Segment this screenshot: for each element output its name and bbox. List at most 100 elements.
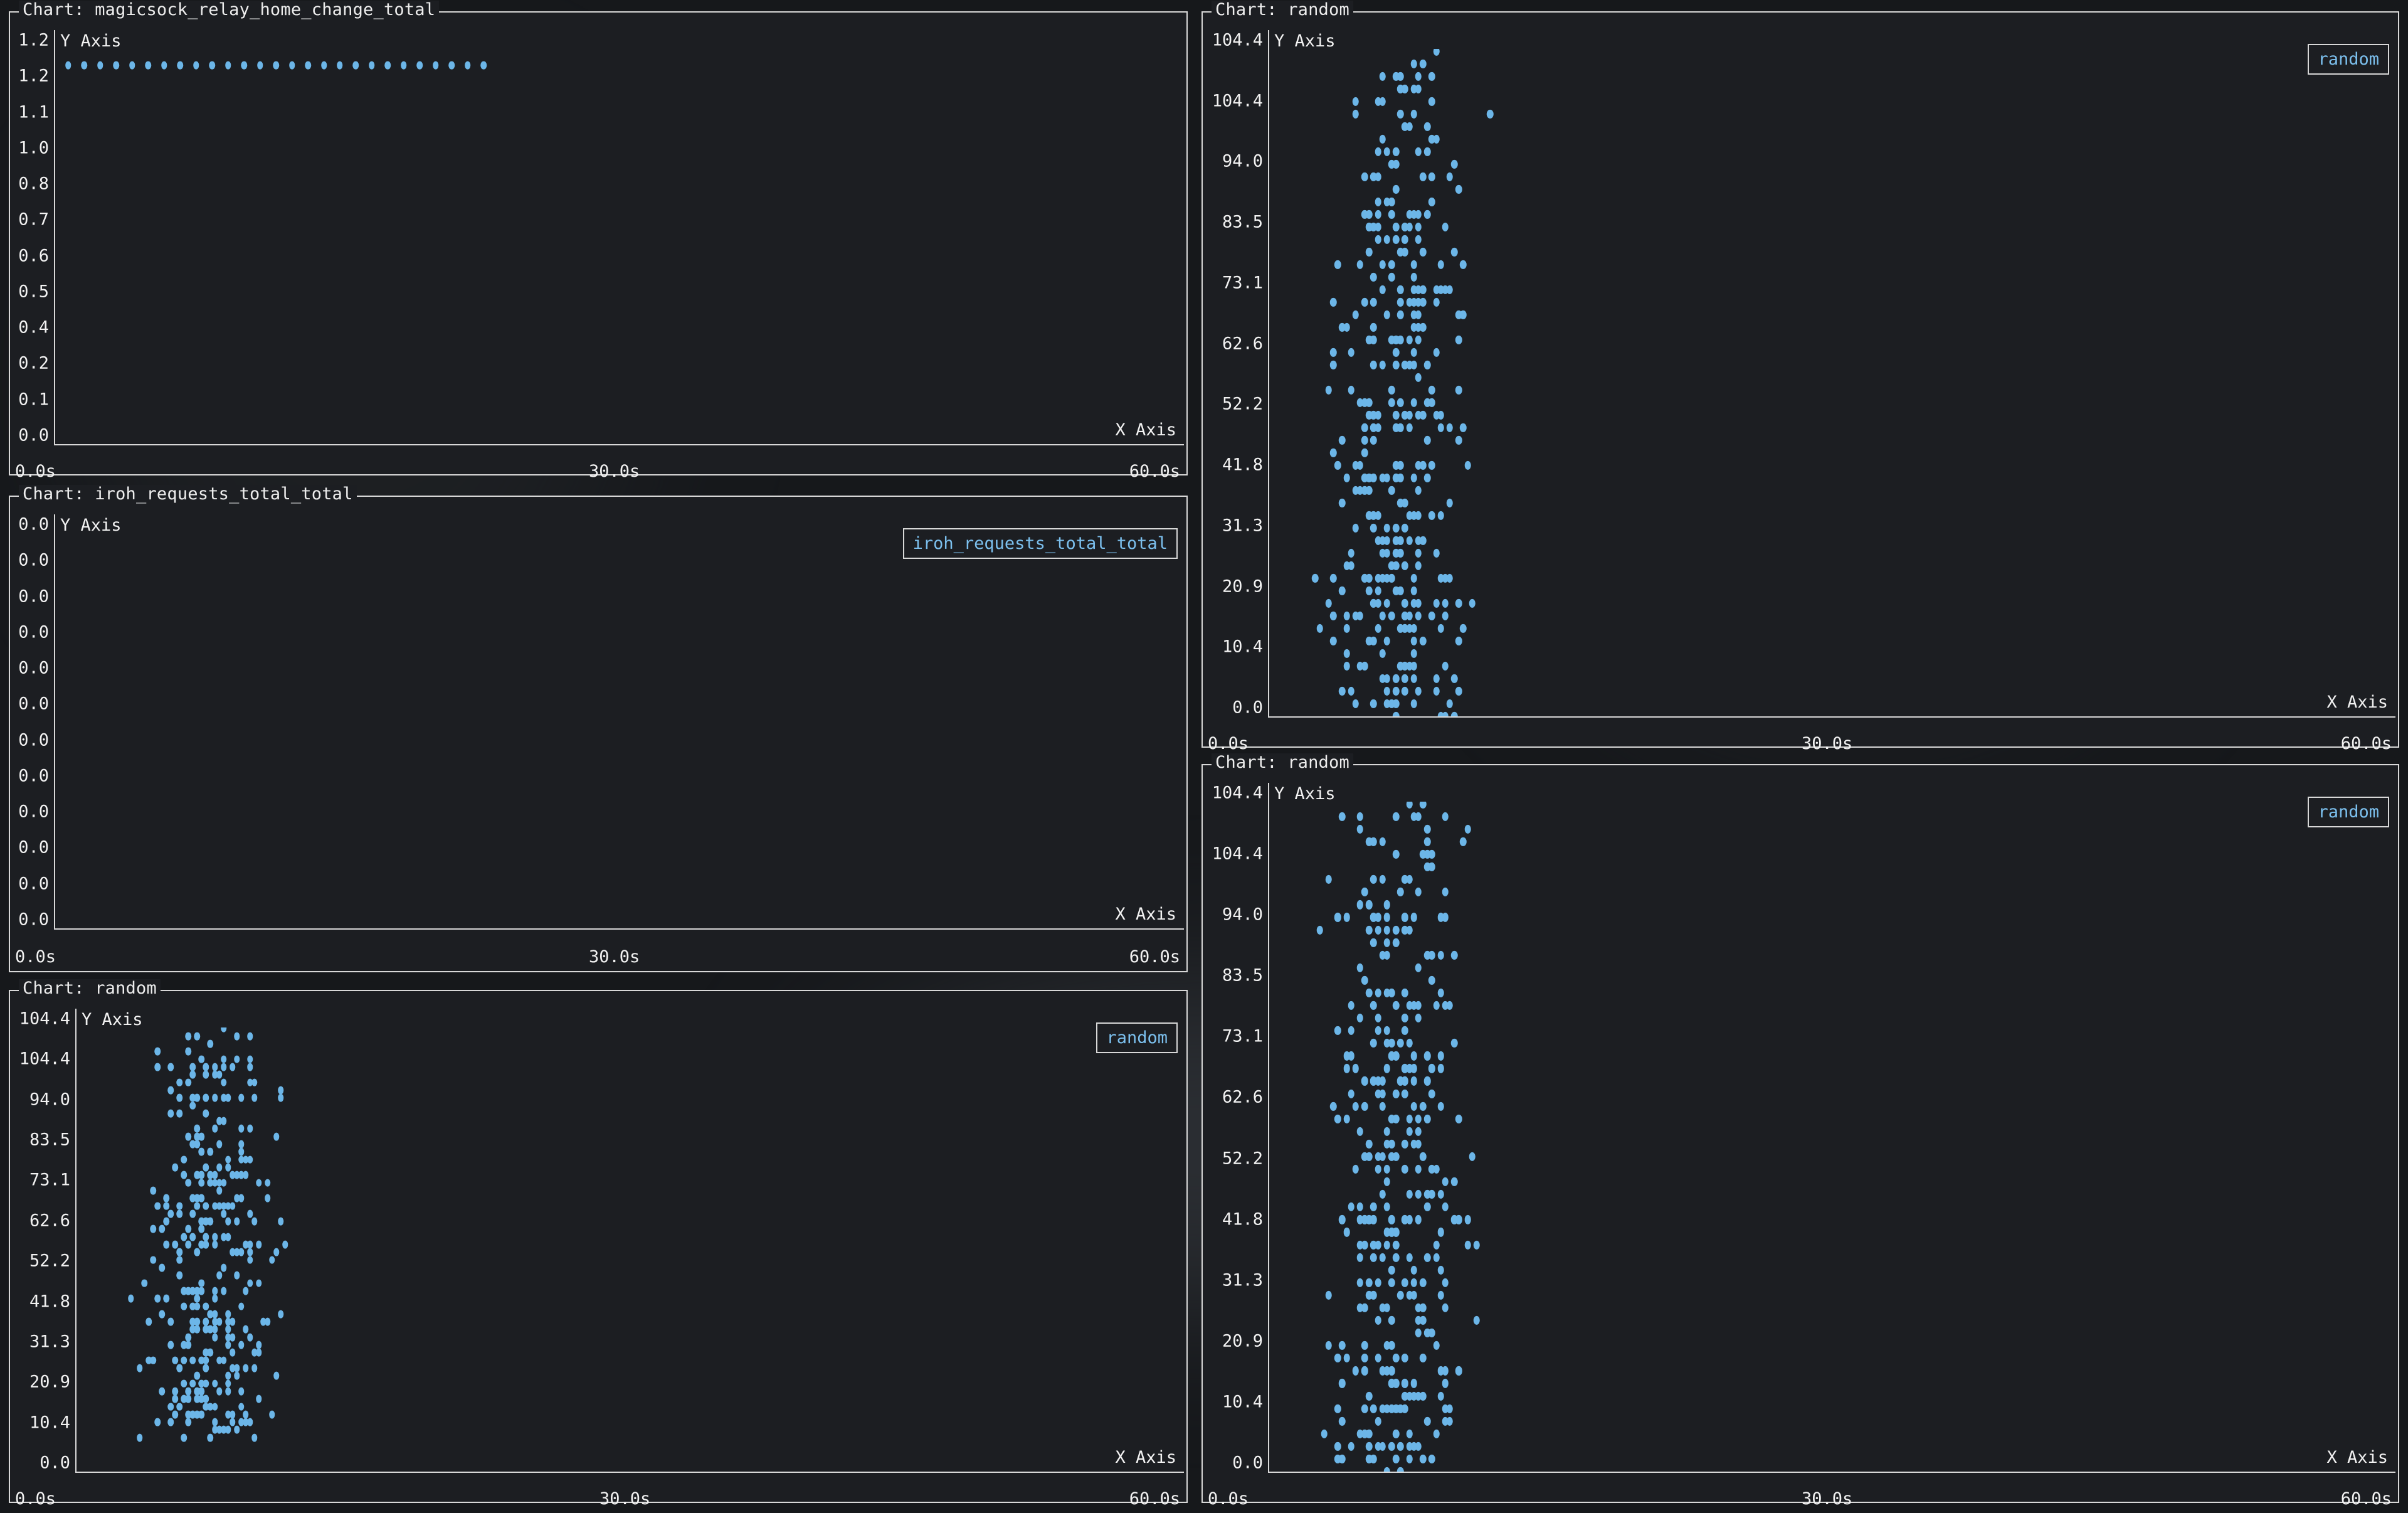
y-tick-label: 0.0 xyxy=(18,910,49,930)
data-point xyxy=(216,1202,223,1210)
data-point xyxy=(1455,598,1462,608)
data-point xyxy=(181,1155,187,1164)
data-point xyxy=(1446,1404,1454,1413)
data-point xyxy=(1450,1215,1458,1224)
data-point xyxy=(1388,1278,1395,1287)
data-point xyxy=(1415,310,1422,319)
data-point xyxy=(167,1063,174,1071)
data-point xyxy=(1402,611,1408,621)
data-point xyxy=(1356,1253,1364,1262)
y-tick-label: 31.3 xyxy=(1222,516,1263,536)
data-point xyxy=(1428,72,1435,81)
data-point xyxy=(1383,573,1391,583)
data-point xyxy=(198,1132,205,1141)
data-point xyxy=(1356,824,1364,834)
data-point xyxy=(1433,410,1440,420)
data-point xyxy=(1379,1089,1386,1098)
data-point xyxy=(203,1063,209,1071)
data-point xyxy=(265,1317,271,1326)
data-point xyxy=(1406,624,1413,634)
data-point xyxy=(1343,611,1350,621)
data-point xyxy=(203,1394,209,1403)
data-point xyxy=(269,1410,275,1419)
data-point xyxy=(211,1426,218,1434)
data-point xyxy=(233,1271,240,1280)
y-tick-label: 62.6 xyxy=(1222,1087,1263,1107)
data-point xyxy=(1339,498,1346,507)
chart-panel-random-top-right[interactable]: Chart: random 104.4 104.4 94.0 83.5 73.1 62.6… xyxy=(1201,1,2399,752)
data-point xyxy=(1370,938,1377,947)
data-point xyxy=(1446,423,1454,432)
data-point xyxy=(159,1387,165,1396)
data-point xyxy=(216,1163,223,1172)
data-point xyxy=(384,61,391,70)
data-point xyxy=(233,1217,240,1226)
data-point xyxy=(1442,222,1449,231)
data-point xyxy=(1402,913,1408,922)
y-tick-label: 0.0 xyxy=(18,514,49,534)
data-point xyxy=(1419,297,1427,307)
data-point xyxy=(181,1233,187,1241)
data-point xyxy=(1375,1013,1381,1023)
data-point xyxy=(203,1302,209,1310)
data-point xyxy=(1383,548,1391,558)
data-point xyxy=(189,1063,196,1071)
data-point xyxy=(1366,1441,1373,1451)
data-point xyxy=(1392,586,1400,596)
data-point xyxy=(1455,636,1462,646)
y-tick-label: 10.4 xyxy=(29,1413,70,1433)
chart-panel-magicsock-relay-home-change-total[interactable]: Chart: magicsock_relay_home_change_total… xyxy=(9,1,1188,480)
data-point xyxy=(229,1248,236,1256)
chart-legend[interactable]: random xyxy=(2308,44,2389,75)
data-point xyxy=(1392,699,1400,709)
data-point xyxy=(1419,1303,1427,1313)
data-point xyxy=(185,1032,192,1041)
data-point xyxy=(1343,561,1350,571)
data-point xyxy=(1464,1240,1471,1250)
data-point xyxy=(1356,260,1364,269)
data-point xyxy=(1410,109,1417,119)
data-point xyxy=(1388,611,1395,621)
data-point xyxy=(198,1387,205,1396)
data-point xyxy=(1442,1001,1449,1011)
data-point xyxy=(198,1240,205,1249)
data-point xyxy=(273,1248,280,1256)
data-point xyxy=(1410,473,1417,482)
data-point xyxy=(1343,1114,1350,1123)
data-point xyxy=(238,1147,245,1156)
chart-panel-iroh-requests-total-total[interactable]: Chart: iroh_requests_total_total 0.0 0.0 0… xyxy=(9,485,1188,972)
data-point xyxy=(1392,159,1400,169)
data-point xyxy=(1419,636,1427,646)
chart-panel-random-bottom-left[interactable]: Chart: random 104.4 104.4 94.0 83.5 73.1 62.6… xyxy=(9,979,1188,1507)
data-point xyxy=(1392,536,1400,545)
chart-panel-random-bottom-right[interactable]: Chart: random 104.4 104.4 94.0 83.5 73.1 62.6… xyxy=(1201,753,2399,1507)
data-point xyxy=(229,1364,236,1372)
data-point xyxy=(224,1317,231,1326)
data-point xyxy=(1361,1240,1368,1250)
data-point xyxy=(163,1194,169,1202)
chart-legend[interactable]: random xyxy=(2308,797,2389,827)
chart-legend[interactable]: iroh_requests_total_total xyxy=(902,528,1178,559)
data-point xyxy=(1370,322,1377,332)
data-point xyxy=(1419,802,1427,809)
data-point xyxy=(1361,1303,1368,1313)
data-point xyxy=(1397,1467,1404,1472)
data-point xyxy=(185,1340,192,1349)
data-point xyxy=(203,1364,209,1372)
data-point xyxy=(1366,573,1373,583)
y-tick-label: 94.0 xyxy=(1222,905,1263,925)
data-point xyxy=(1402,988,1408,998)
data-point xyxy=(1352,1366,1360,1376)
data-point xyxy=(369,61,375,70)
data-point xyxy=(1325,385,1333,395)
data-point xyxy=(1375,1076,1381,1086)
data-point xyxy=(1356,1240,1364,1250)
data-point xyxy=(1446,1001,1454,1011)
data-point xyxy=(1442,611,1449,621)
data-point xyxy=(1446,699,1454,709)
chart-legend[interactable]: random xyxy=(1096,1022,1178,1053)
data-point xyxy=(216,1140,223,1149)
data-point xyxy=(1410,1265,1417,1275)
data-point xyxy=(1383,536,1391,545)
data-point xyxy=(1392,925,1400,935)
